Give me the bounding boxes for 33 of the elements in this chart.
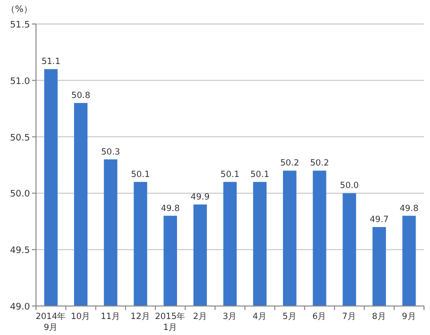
x-tick-label: 4月 [252, 312, 268, 322]
x-tick-label: 9月 [402, 312, 416, 322]
x-tick-label: 10月 [70, 312, 91, 322]
data-label: 50.2 [280, 158, 300, 169]
data-label: 50.1 [250, 170, 270, 180]
y-tick-label: 49.5 [10, 246, 30, 256]
data-label: 49.7 [370, 215, 389, 226]
y-tick-label: 51.0 [10, 76, 30, 87]
x-tick-label: 5月 [282, 312, 297, 322]
y-tick-label: 50.5 [10, 133, 30, 144]
data-label: 49.9 [190, 192, 210, 202]
x-tick-label: 2月 [192, 312, 208, 322]
data-label: 50.1 [220, 170, 240, 180]
x-tick-label: 2015年 1月 [154, 311, 186, 333]
data-label: 49.8 [160, 204, 180, 214]
y-tick-label: 50.0 [10, 190, 30, 200]
data-label: 51.1 [41, 57, 60, 68]
x-tick-label: 2014年 9月 [36, 311, 66, 333]
x-tick-label: 3月 [222, 312, 238, 322]
x-tick-label: 12月 [130, 312, 150, 322]
x-tick-label: 6月 [312, 312, 327, 322]
x-tick-label: 11月 [100, 312, 121, 322]
data-label: 50.3 [101, 147, 120, 158]
y-tick-label: 51.5 [10, 20, 30, 30]
data-label: 50.0 [340, 181, 359, 192]
data-label: 50.2 [310, 158, 330, 169]
data-label: 50.1 [130, 170, 150, 180]
x-tick-label: 8月 [372, 312, 386, 322]
y-axis-title: （%） [6, 5, 33, 15]
y-tick-label: 49.0 [10, 302, 30, 312]
data-label: 50.8 [71, 90, 90, 101]
data-label: 49.8 [400, 204, 419, 214]
x-tick-label: 7月 [342, 312, 357, 322]
